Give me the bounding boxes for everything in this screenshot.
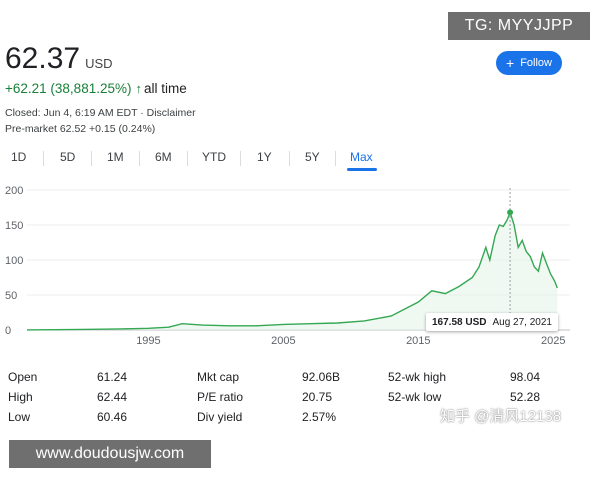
closed-status: Closed: Jun 4, 6:19 AM EDT · Disclaimer bbox=[5, 107, 196, 119]
stat-value: 60.46 bbox=[97, 410, 128, 424]
follow-button[interactable]: + Follow bbox=[496, 51, 562, 75]
arrow-up-icon: ↑ bbox=[135, 81, 142, 96]
tab-divider bbox=[91, 151, 92, 166]
x-tick-label: 2015 bbox=[406, 335, 430, 347]
price-chart[interactable]: 0 50 100 150 200 1995 2005 2015 2025 bbox=[0, 180, 600, 350]
stat-label: P/E ratio bbox=[197, 390, 244, 404]
y-tick-label: 100 bbox=[5, 255, 23, 267]
tab-1m[interactable]: 1M bbox=[107, 150, 124, 164]
active-tab-indicator bbox=[347, 168, 377, 171]
stat-label: 52-wk high bbox=[388, 370, 447, 384]
tab-divider bbox=[240, 151, 241, 166]
telegram-watermark: TG: MYYJJPP bbox=[448, 12, 590, 40]
tooltip-value: 167.58 USD bbox=[432, 316, 487, 328]
y-tick-label: 0 bbox=[5, 325, 11, 337]
tab-divider bbox=[139, 151, 140, 166]
stat-value: 98.04 bbox=[510, 370, 541, 384]
hover-point bbox=[507, 209, 514, 216]
x-tick-label: 1995 bbox=[136, 335, 160, 347]
x-tick-label: 2005 bbox=[271, 335, 295, 347]
plus-icon: + bbox=[506, 55, 515, 71]
change-period: all time bbox=[143, 81, 187, 96]
tooltip-date: Aug 27, 2021 bbox=[492, 316, 552, 328]
tab-5y[interactable]: 5Y bbox=[305, 150, 320, 164]
tab-5d[interactable]: 5D bbox=[60, 150, 76, 164]
tab-divider bbox=[335, 151, 336, 166]
stat-value: 61.24 bbox=[97, 370, 128, 384]
tab-1d[interactable]: 1D bbox=[11, 150, 27, 164]
stat-value: 2.57% bbox=[302, 410, 337, 424]
stat-label: Open bbox=[8, 370, 38, 384]
y-tick-label: 150 bbox=[5, 220, 23, 232]
currency-label: USD bbox=[85, 56, 113, 71]
stat-label: 52-wk low bbox=[388, 390, 442, 404]
y-tick-label: 50 bbox=[5, 290, 17, 302]
stat-value: 62.44 bbox=[97, 390, 128, 404]
x-tick-label: 2025 bbox=[541, 335, 565, 347]
tab-6m[interactable]: 6M bbox=[155, 150, 172, 164]
stat-value: 52.28 bbox=[510, 390, 541, 404]
tab-max[interactable]: Max bbox=[350, 150, 373, 164]
stat-label: High bbox=[8, 390, 33, 404]
current-price: 62.37 bbox=[5, 42, 81, 75]
stat-value: 92.06B bbox=[302, 370, 341, 384]
y-axis-ticks: 0 50 100 150 200 bbox=[5, 185, 23, 337]
zhihu-watermark: 知乎 @清风12138 bbox=[440, 408, 562, 425]
change-value: +62.21 (38,881.25%) bbox=[5, 81, 132, 96]
price-area-fill bbox=[27, 212, 558, 330]
stat-label: Mkt cap bbox=[197, 370, 240, 384]
tab-ytd[interactable]: YTD bbox=[202, 150, 226, 164]
stat-label: Low bbox=[8, 410, 31, 424]
stat-label: Div yield bbox=[197, 410, 243, 424]
stat-value: 20.75 bbox=[302, 390, 333, 404]
price-change: +62.21 (38,881.25%) ↑ all time bbox=[5, 81, 187, 96]
follow-button-label: Follow bbox=[520, 57, 552, 69]
site-watermark: www.doudousjw.com bbox=[9, 440, 211, 468]
tab-1y[interactable]: 1Y bbox=[257, 150, 272, 164]
tab-divider bbox=[289, 151, 290, 166]
y-tick-label: 200 bbox=[5, 185, 23, 197]
price-line bbox=[26, 210, 558, 331]
x-axis-ticks: 1995 2005 2015 2025 bbox=[136, 335, 565, 347]
quote-header: 62.37 USD bbox=[5, 42, 113, 76]
tab-divider bbox=[43, 151, 44, 166]
premarket-status: Pre-market 62.52 +0.15 (0.24%) bbox=[5, 123, 156, 135]
tab-divider bbox=[187, 151, 188, 166]
chart-tooltip: 167.58 USD Aug 27, 2021 bbox=[426, 313, 558, 331]
